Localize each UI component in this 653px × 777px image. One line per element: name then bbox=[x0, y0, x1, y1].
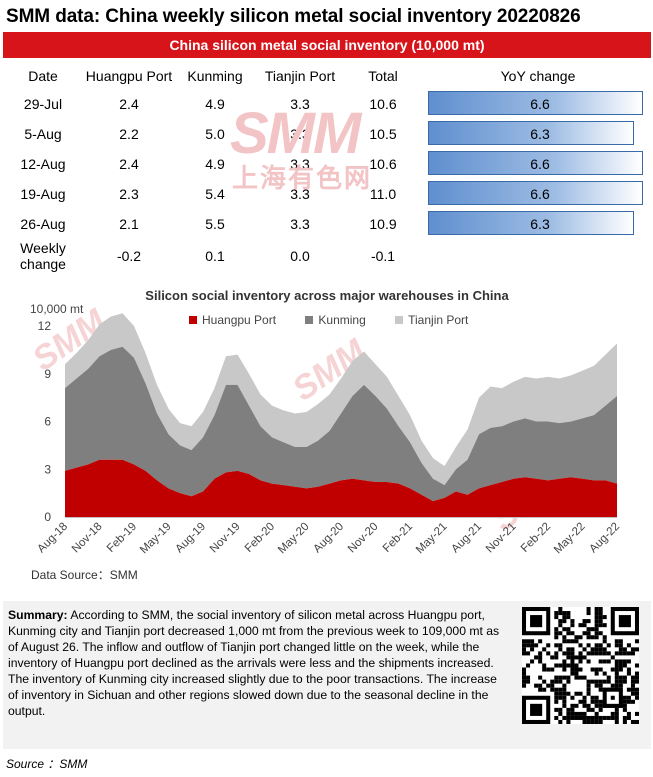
page-title: SMM data: China weekly silicon metal soc… bbox=[6, 6, 581, 27]
legend-label-tianjin: Tianjin Port bbox=[408, 313, 469, 327]
y-tick-label: 3 bbox=[44, 462, 51, 476]
yoy-bar bbox=[428, 121, 634, 145]
legend-item-huangpu: Huangpu Port bbox=[189, 313, 276, 327]
col-header-date: Date bbox=[28, 68, 58, 84]
cell-kunming: 5.0 bbox=[205, 126, 225, 142]
summary-text: Summary: According to SMM, the social in… bbox=[8, 607, 508, 719]
yoy-value: 6.3 bbox=[530, 216, 550, 232]
legend-label-huangpu: Huangpu Port bbox=[202, 313, 277, 327]
yoy-bar bbox=[428, 151, 644, 175]
y-tick-label: 0 bbox=[44, 510, 51, 524]
weekly-label-line2: change bbox=[20, 256, 66, 272]
legend-item-tianjin: Tianjin Port bbox=[395, 313, 468, 327]
cell-kunming: 5.5 bbox=[205, 216, 225, 232]
x-tick-label: May-20 bbox=[276, 521, 312, 557]
x-tick-label: Aug-21 bbox=[449, 521, 484, 556]
cell-tianjin: 3.3 bbox=[290, 96, 310, 112]
cell-huangpu: 2.2 bbox=[119, 126, 139, 142]
y-tick-label: 6 bbox=[44, 415, 51, 429]
cell-tianjin: 3.3 bbox=[290, 186, 310, 202]
weekly-cell-huangpu: -0.2 bbox=[116, 248, 142, 264]
cell-total: 10.5 bbox=[369, 126, 397, 142]
legend-label-kunming: Kunming bbox=[318, 313, 366, 327]
weekly-cell-kunming: 0.1 bbox=[205, 248, 225, 264]
area-huangpu-port bbox=[65, 459, 617, 517]
yoy-value: 6.3 bbox=[530, 126, 550, 142]
cell-date: 5-Aug bbox=[24, 126, 62, 142]
weekly-cell-tianjin: 0.0 bbox=[290, 248, 310, 264]
area-kunming bbox=[65, 346, 617, 502]
y-unit-label: 10,000 mt bbox=[30, 302, 84, 316]
table-header: China silicon metal social inventory (10… bbox=[3, 32, 651, 58]
x-tick-label: Nov-18 bbox=[70, 521, 105, 556]
yoy-value: 6.6 bbox=[530, 156, 550, 172]
summary-body: According to SMM, the social inventory o… bbox=[8, 608, 500, 718]
cell-tianjin: 3.3 bbox=[290, 156, 310, 172]
cell-huangpu: 2.4 bbox=[119, 96, 139, 112]
weekly-cell-total: -0.1 bbox=[370, 248, 396, 264]
cell-total: 10.6 bbox=[369, 156, 397, 172]
y-tick-label: 9 bbox=[44, 367, 51, 381]
x-tick-label: Aug-19 bbox=[173, 521, 208, 556]
yoy-value: 6.6 bbox=[530, 186, 550, 202]
x-tick-label: Feb-21 bbox=[381, 521, 415, 555]
cell-date: 29-Jul bbox=[23, 96, 63, 112]
x-tick-label: Nov-19 bbox=[208, 521, 243, 556]
yoy-value: 6.6 bbox=[530, 96, 550, 112]
cell-huangpu: 2.4 bbox=[119, 156, 139, 172]
x-tick-label: Aug-18 bbox=[35, 521, 70, 556]
inventory-chart: SMMSMMSMM03691210,000 mtAug-18Nov-18Feb-… bbox=[3, 282, 651, 600]
y-tick-label: 12 bbox=[38, 319, 52, 333]
legend-item-kunming: Kunming bbox=[305, 313, 366, 327]
cell-total: 10.6 bbox=[369, 96, 397, 112]
cell-kunming: 4.9 bbox=[205, 96, 225, 112]
chart-svg: SMMSMMSMM03691210,000 mtAug-18Nov-18Feb-… bbox=[26, 302, 622, 557]
summary-label: Summary: bbox=[8, 608, 68, 622]
col-header-total: Total bbox=[368, 68, 398, 84]
cell-tianjin: 3.3 bbox=[290, 216, 310, 232]
cell-total: 10.9 bbox=[369, 216, 397, 232]
cell-huangpu: 2.1 bbox=[119, 216, 139, 232]
cell-kunming: 4.9 bbox=[205, 156, 225, 172]
cell-total: 11.0 bbox=[369, 186, 397, 202]
cell-date: 26-Aug bbox=[20, 216, 66, 232]
col-header-huangpu: Huangpu Port bbox=[85, 68, 173, 84]
x-tick-label: May-19 bbox=[138, 521, 174, 557]
cell-tianjin: 3.3 bbox=[290, 126, 310, 142]
chart-legend: Huangpu Port Kunming Tianjin Port bbox=[189, 313, 494, 327]
chart-source: Data Source：SMM bbox=[31, 568, 138, 582]
x-tick-label: Aug-22 bbox=[587, 521, 622, 556]
x-tick-label: Feb-20 bbox=[243, 521, 277, 555]
x-tick-label: May-21 bbox=[414, 521, 450, 557]
col-header-yoy: YoY change bbox=[500, 68, 576, 84]
footer-source: Source ：SMM bbox=[6, 757, 88, 771]
yoy-bar bbox=[428, 211, 634, 235]
cell-kunming: 5.4 bbox=[205, 186, 225, 202]
col-header-tianjin: Tianjin Port bbox=[264, 68, 336, 84]
summary-box: Summary: According to SMM, the social in… bbox=[3, 601, 651, 749]
x-tick-label: Aug-20 bbox=[311, 521, 346, 556]
cell-weekly-change-label: Weekly change bbox=[7, 240, 79, 272]
cell-date: 12-Aug bbox=[20, 156, 66, 172]
weekly-label-line1: Weekly bbox=[20, 240, 66, 256]
qr-code-icon bbox=[522, 607, 639, 724]
col-header-kunming: Kunming bbox=[187, 68, 243, 84]
x-tick-label: Feb-19 bbox=[105, 521, 139, 555]
x-tick-label: Nov-20 bbox=[346, 521, 381, 556]
cell-date: 19-Aug bbox=[20, 186, 66, 202]
x-tick-label: May-22 bbox=[552, 521, 588, 557]
cell-huangpu: 2.3 bbox=[119, 186, 139, 202]
chart-title: Silicon social inventory across major wa… bbox=[145, 288, 509, 303]
yoy-bar bbox=[428, 181, 644, 205]
yoy-bar bbox=[428, 91, 644, 115]
area-tianjin-port bbox=[65, 313, 617, 486]
